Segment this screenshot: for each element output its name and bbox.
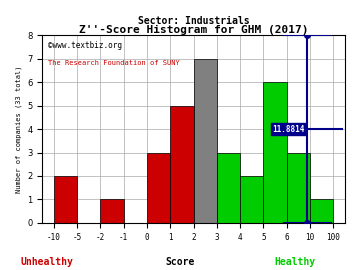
Bar — [217, 153, 240, 223]
Bar — [194, 59, 217, 223]
Bar — [264, 82, 287, 223]
Bar — [287, 153, 310, 223]
Text: Healthy: Healthy — [275, 257, 316, 267]
Y-axis label: Number of companies (33 total): Number of companies (33 total) — [15, 65, 22, 193]
Bar — [240, 176, 264, 223]
Text: Sector: Industrials: Sector: Industrials — [138, 16, 249, 26]
Bar — [54, 176, 77, 223]
Text: ©www.textbiz.org: ©www.textbiz.org — [48, 41, 122, 50]
Bar — [100, 199, 124, 223]
Bar — [170, 106, 194, 223]
Text: Score: Score — [165, 257, 195, 267]
Bar — [147, 153, 170, 223]
Text: Unhealthy: Unhealthy — [21, 257, 73, 267]
Title: Z''-Score Histogram for GHM (2017): Z''-Score Histogram for GHM (2017) — [79, 25, 308, 35]
Bar — [310, 199, 333, 223]
Text: 11.8814: 11.8814 — [273, 124, 305, 134]
Text: The Research Foundation of SUNY: The Research Foundation of SUNY — [48, 60, 180, 66]
